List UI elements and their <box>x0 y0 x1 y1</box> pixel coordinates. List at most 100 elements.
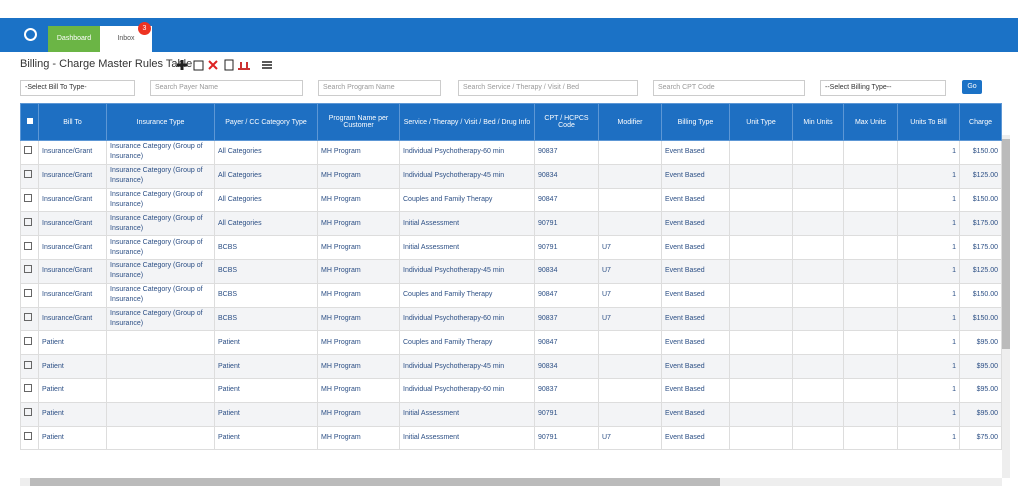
table-cell: 90834 <box>534 163 599 189</box>
table-cell <box>729 235 793 260</box>
table-cell: 1 <box>897 377 960 403</box>
column-header: Billing Type <box>661 103 730 141</box>
column-header: Insurance Type <box>106 103 215 141</box>
table-cell: $150.00 <box>959 187 1002 213</box>
column-header: Units To Bill <box>897 103 960 141</box>
column-header: Modifier <box>598 103 662 141</box>
row-checkbox[interactable] <box>20 282 39 308</box>
table-cell: Couples and Family Therapy <box>399 282 535 308</box>
table-cell <box>729 163 793 189</box>
table-cell: Event Based <box>661 235 730 260</box>
table-cell <box>843 187 898 213</box>
table-cell <box>792 401 844 427</box>
table-cell: $95.00 <box>959 401 1002 427</box>
table-row: Insurance/Grant Insurance Category (Group… <box>20 306 1002 332</box>
toolbar <box>177 59 272 71</box>
table-cell: Insurance Category (Group of Insurance) <box>106 258 215 284</box>
top-bar: Dashboard Inbox 3 <box>0 18 1018 52</box>
go-button[interactable]: Go <box>962 80 982 94</box>
table-cell: 1 <box>897 211 960 237</box>
table-cell: 1 <box>897 306 960 332</box>
table-cell: BCBS <box>214 306 318 332</box>
table-cell: Individual Psychotherapy-45 min <box>399 163 535 189</box>
search-input[interactable]: Search Program Name <box>318 80 441 96</box>
search-input[interactable]: Search Service / Therapy / Visit / Bed <box>458 80 638 96</box>
table-cell: 1 <box>897 401 960 427</box>
row-checkbox[interactable] <box>20 425 39 451</box>
scrollbar[interactable] <box>1002 135 1010 478</box>
tab[interactable]: Dashboard <box>48 26 100 52</box>
table-cell: $150.00 <box>959 140 1002 165</box>
table-cell: Couples and Family Therapy <box>399 187 535 213</box>
table-cell <box>792 354 844 379</box>
table-row: Insurance/Grant Insurance Category (Group… <box>20 163 1002 189</box>
column-header: Payer / CC Category Type <box>214 103 318 141</box>
table-cell: MH Program <box>317 187 400 213</box>
table-cell: MH Program <box>317 306 400 332</box>
row-checkbox[interactable] <box>20 377 39 403</box>
table-cell <box>106 377 215 403</box>
table-cell <box>792 235 844 260</box>
row-checkbox[interactable] <box>20 401 39 427</box>
table-cell: Event Based <box>661 354 730 379</box>
sort-icon[interactable] <box>238 62 250 70</box>
table-cell: Event Based <box>661 306 730 332</box>
row-checkbox[interactable] <box>20 211 39 237</box>
table-cell: Event Based <box>661 211 730 237</box>
table-cell <box>106 425 215 451</box>
table-cell: MH Program <box>317 377 400 403</box>
table-cell: Individual Psychotherapy-45 min <box>399 354 535 379</box>
row-checkbox[interactable] <box>20 187 39 213</box>
column-header: CPT / HCPCS Code <box>534 103 599 141</box>
table-cell: Initial Assessment <box>399 235 535 260</box>
list-icon[interactable] <box>262 61 272 69</box>
table-cell: MH Program <box>317 330 400 356</box>
table-cell: Individual Psychotherapy-45 min <box>399 258 535 284</box>
table-cell: Insurance Category (Group of Insurance) <box>106 187 215 213</box>
table-cell: Insurance Category (Group of Insurance) <box>106 282 215 308</box>
table-cell <box>106 354 215 379</box>
column-header: Program Name per Customer <box>317 103 400 141</box>
table-cell: Couples and Family Therapy <box>399 330 535 356</box>
table-cell: MH Program <box>317 235 400 260</box>
row-checkbox[interactable] <box>20 330 39 356</box>
table-cell <box>792 140 844 165</box>
delete-icon[interactable] <box>208 60 218 70</box>
table-cell <box>598 187 662 213</box>
header-checkbox[interactable] <box>20 103 39 141</box>
table-cell: $150.00 <box>959 306 1002 332</box>
select[interactable]: -Select Bill To Type- <box>20 80 135 96</box>
table-row: Insurance/Grant Insurance Category (Group… <box>20 140 1002 165</box>
table-cell: Individual Psychotherapy-60 min <box>399 140 535 165</box>
row-checkbox[interactable] <box>20 163 39 189</box>
row-checkbox[interactable] <box>20 140 39 165</box>
search-input[interactable]: Search CPT Code <box>653 80 805 96</box>
table-cell: All Categories <box>214 211 318 237</box>
table-cell <box>729 425 793 451</box>
table-cell <box>792 330 844 356</box>
row-checkbox[interactable] <box>20 258 39 284</box>
row-checkbox[interactable] <box>20 235 39 260</box>
table-cell: Insurance Category (Group of Insurance) <box>106 211 215 237</box>
table-cell <box>843 282 898 308</box>
page-title: Billing - Charge Master Rules Table <box>20 58 193 70</box>
table-cell: U7 <box>598 306 662 332</box>
table-cell: U7 <box>598 235 662 260</box>
table-cell: $175.00 <box>959 235 1002 260</box>
row-checkbox[interactable] <box>20 306 39 332</box>
table-cell: Patient <box>38 354 107 379</box>
table-cell <box>792 211 844 237</box>
row-checkbox[interactable] <box>20 354 39 379</box>
table-cell: 1 <box>897 258 960 284</box>
table-cell <box>729 282 793 308</box>
scrollbar[interactable] <box>20 478 1002 486</box>
edit-icon[interactable] <box>193 60 204 71</box>
table-cell: MH Program <box>317 211 400 237</box>
export-icon[interactable] <box>224 59 234 71</box>
table-cell: 90847 <box>534 330 599 356</box>
table-cell: Insurance Category (Group of Insurance) <box>106 163 215 189</box>
select[interactable]: --Select Billing Type-- <box>820 80 946 96</box>
search-input[interactable]: Search Payer Name <box>150 80 303 96</box>
add-icon[interactable] <box>177 60 187 70</box>
menu-icon[interactable] <box>24 28 37 41</box>
